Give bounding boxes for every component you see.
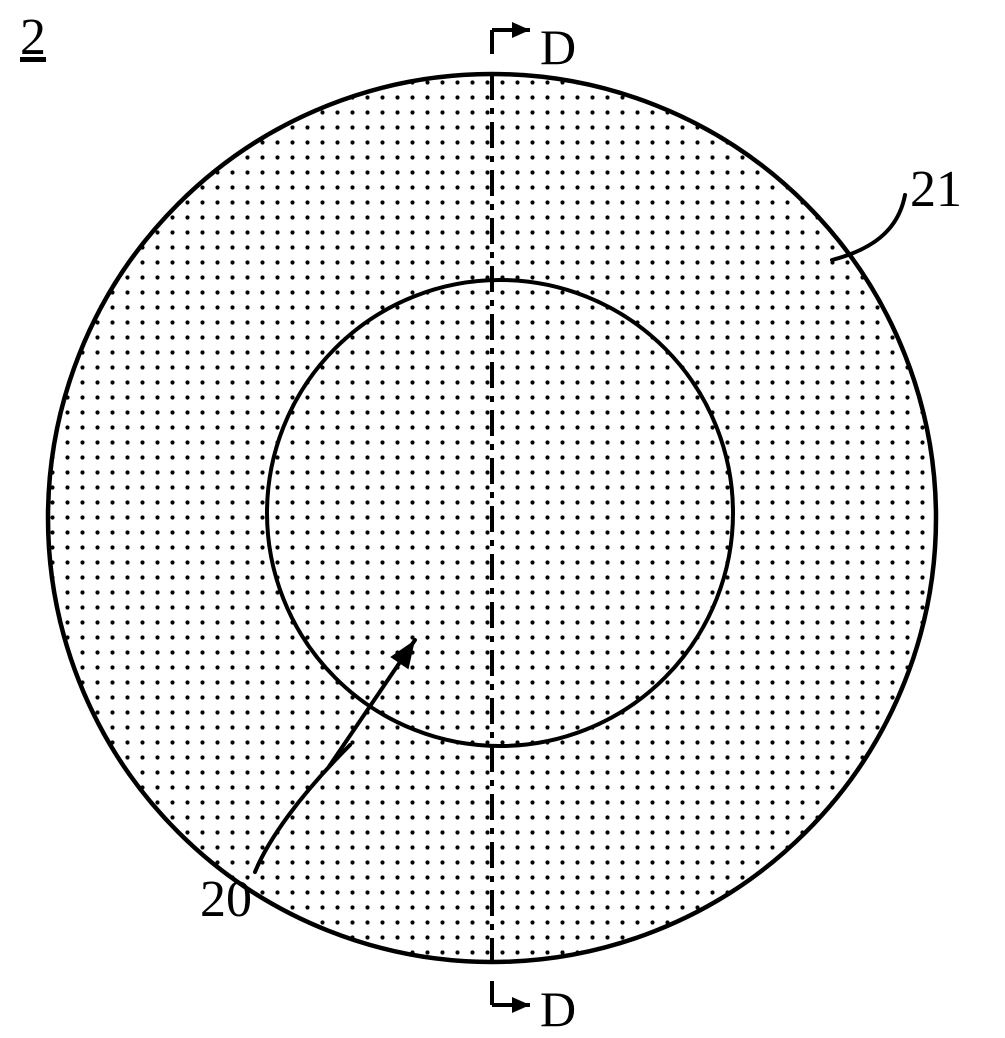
ring-diagram [0,0,1005,1036]
section-label-d-top: D [540,18,576,76]
ref-label-21: 21 [910,160,962,219]
figure-number: 2 [20,8,46,67]
ref-label-20: 20 [200,870,252,929]
figure-canvas: 2 21 20 D D [0,0,1005,1036]
section-label-d-bottom: D [540,980,576,1038]
